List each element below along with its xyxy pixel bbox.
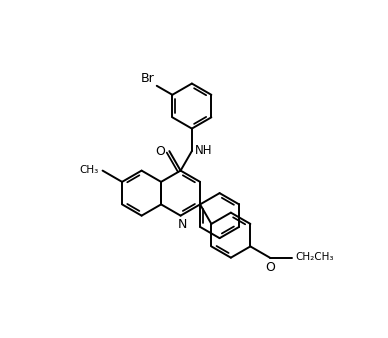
Text: O: O <box>156 145 166 158</box>
Text: Br: Br <box>141 72 154 85</box>
Text: O: O <box>265 261 275 274</box>
Text: NH: NH <box>195 144 213 156</box>
Text: CH₃: CH₃ <box>80 165 99 175</box>
Text: N: N <box>178 218 187 231</box>
Text: CH₂CH₃: CH₂CH₃ <box>295 251 334 262</box>
